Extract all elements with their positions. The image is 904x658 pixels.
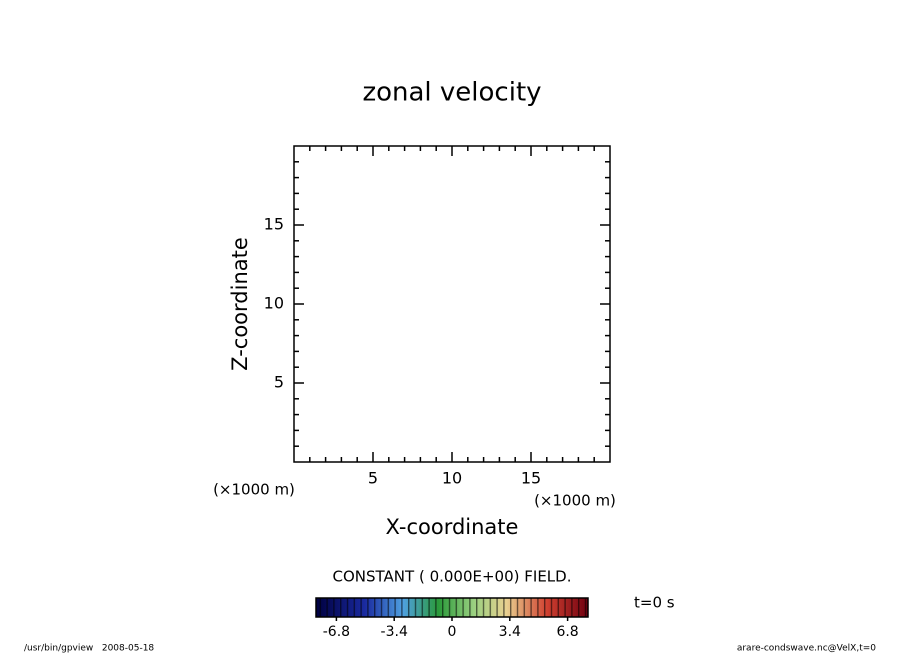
y-tick-label: 5: [274, 373, 284, 392]
x-unit: (×1000 m): [534, 492, 616, 510]
colorbar-frame: [315, 597, 589, 618]
chart-title: zonal velocity: [362, 78, 541, 108]
x-tick-label: 5: [368, 469, 378, 488]
colorbar-tick-label: -3.4: [381, 624, 408, 640]
colorbar-tick-label: -6.8: [323, 624, 350, 640]
y-tick-label: 15: [264, 215, 284, 234]
y-unit: (×1000 m): [213, 481, 295, 499]
y-axis-label: Z-coordinate: [228, 237, 252, 371]
colorbar-tick-label: 3.4: [499, 624, 521, 640]
time-label: t=0 s: [634, 594, 675, 612]
footer-left: /usr/bin/gpview 2008-05-18: [24, 644, 154, 654]
colorbar-tick-label: 0: [448, 624, 457, 640]
x-tick-label: 15: [521, 469, 541, 488]
annotation: CONSTANT ( 0.000E+00) FIELD.: [333, 568, 572, 586]
x-tick-label: 10: [442, 469, 462, 488]
y-tick-label: 10: [264, 294, 284, 313]
x-axis-label: X-coordinate: [386, 515, 519, 539]
plot-frame: [293, 145, 611, 463]
colorbar-tick-label: 6.8: [556, 624, 578, 640]
footer-right: arare-condswave.nc@VelX,t=0: [737, 644, 876, 654]
